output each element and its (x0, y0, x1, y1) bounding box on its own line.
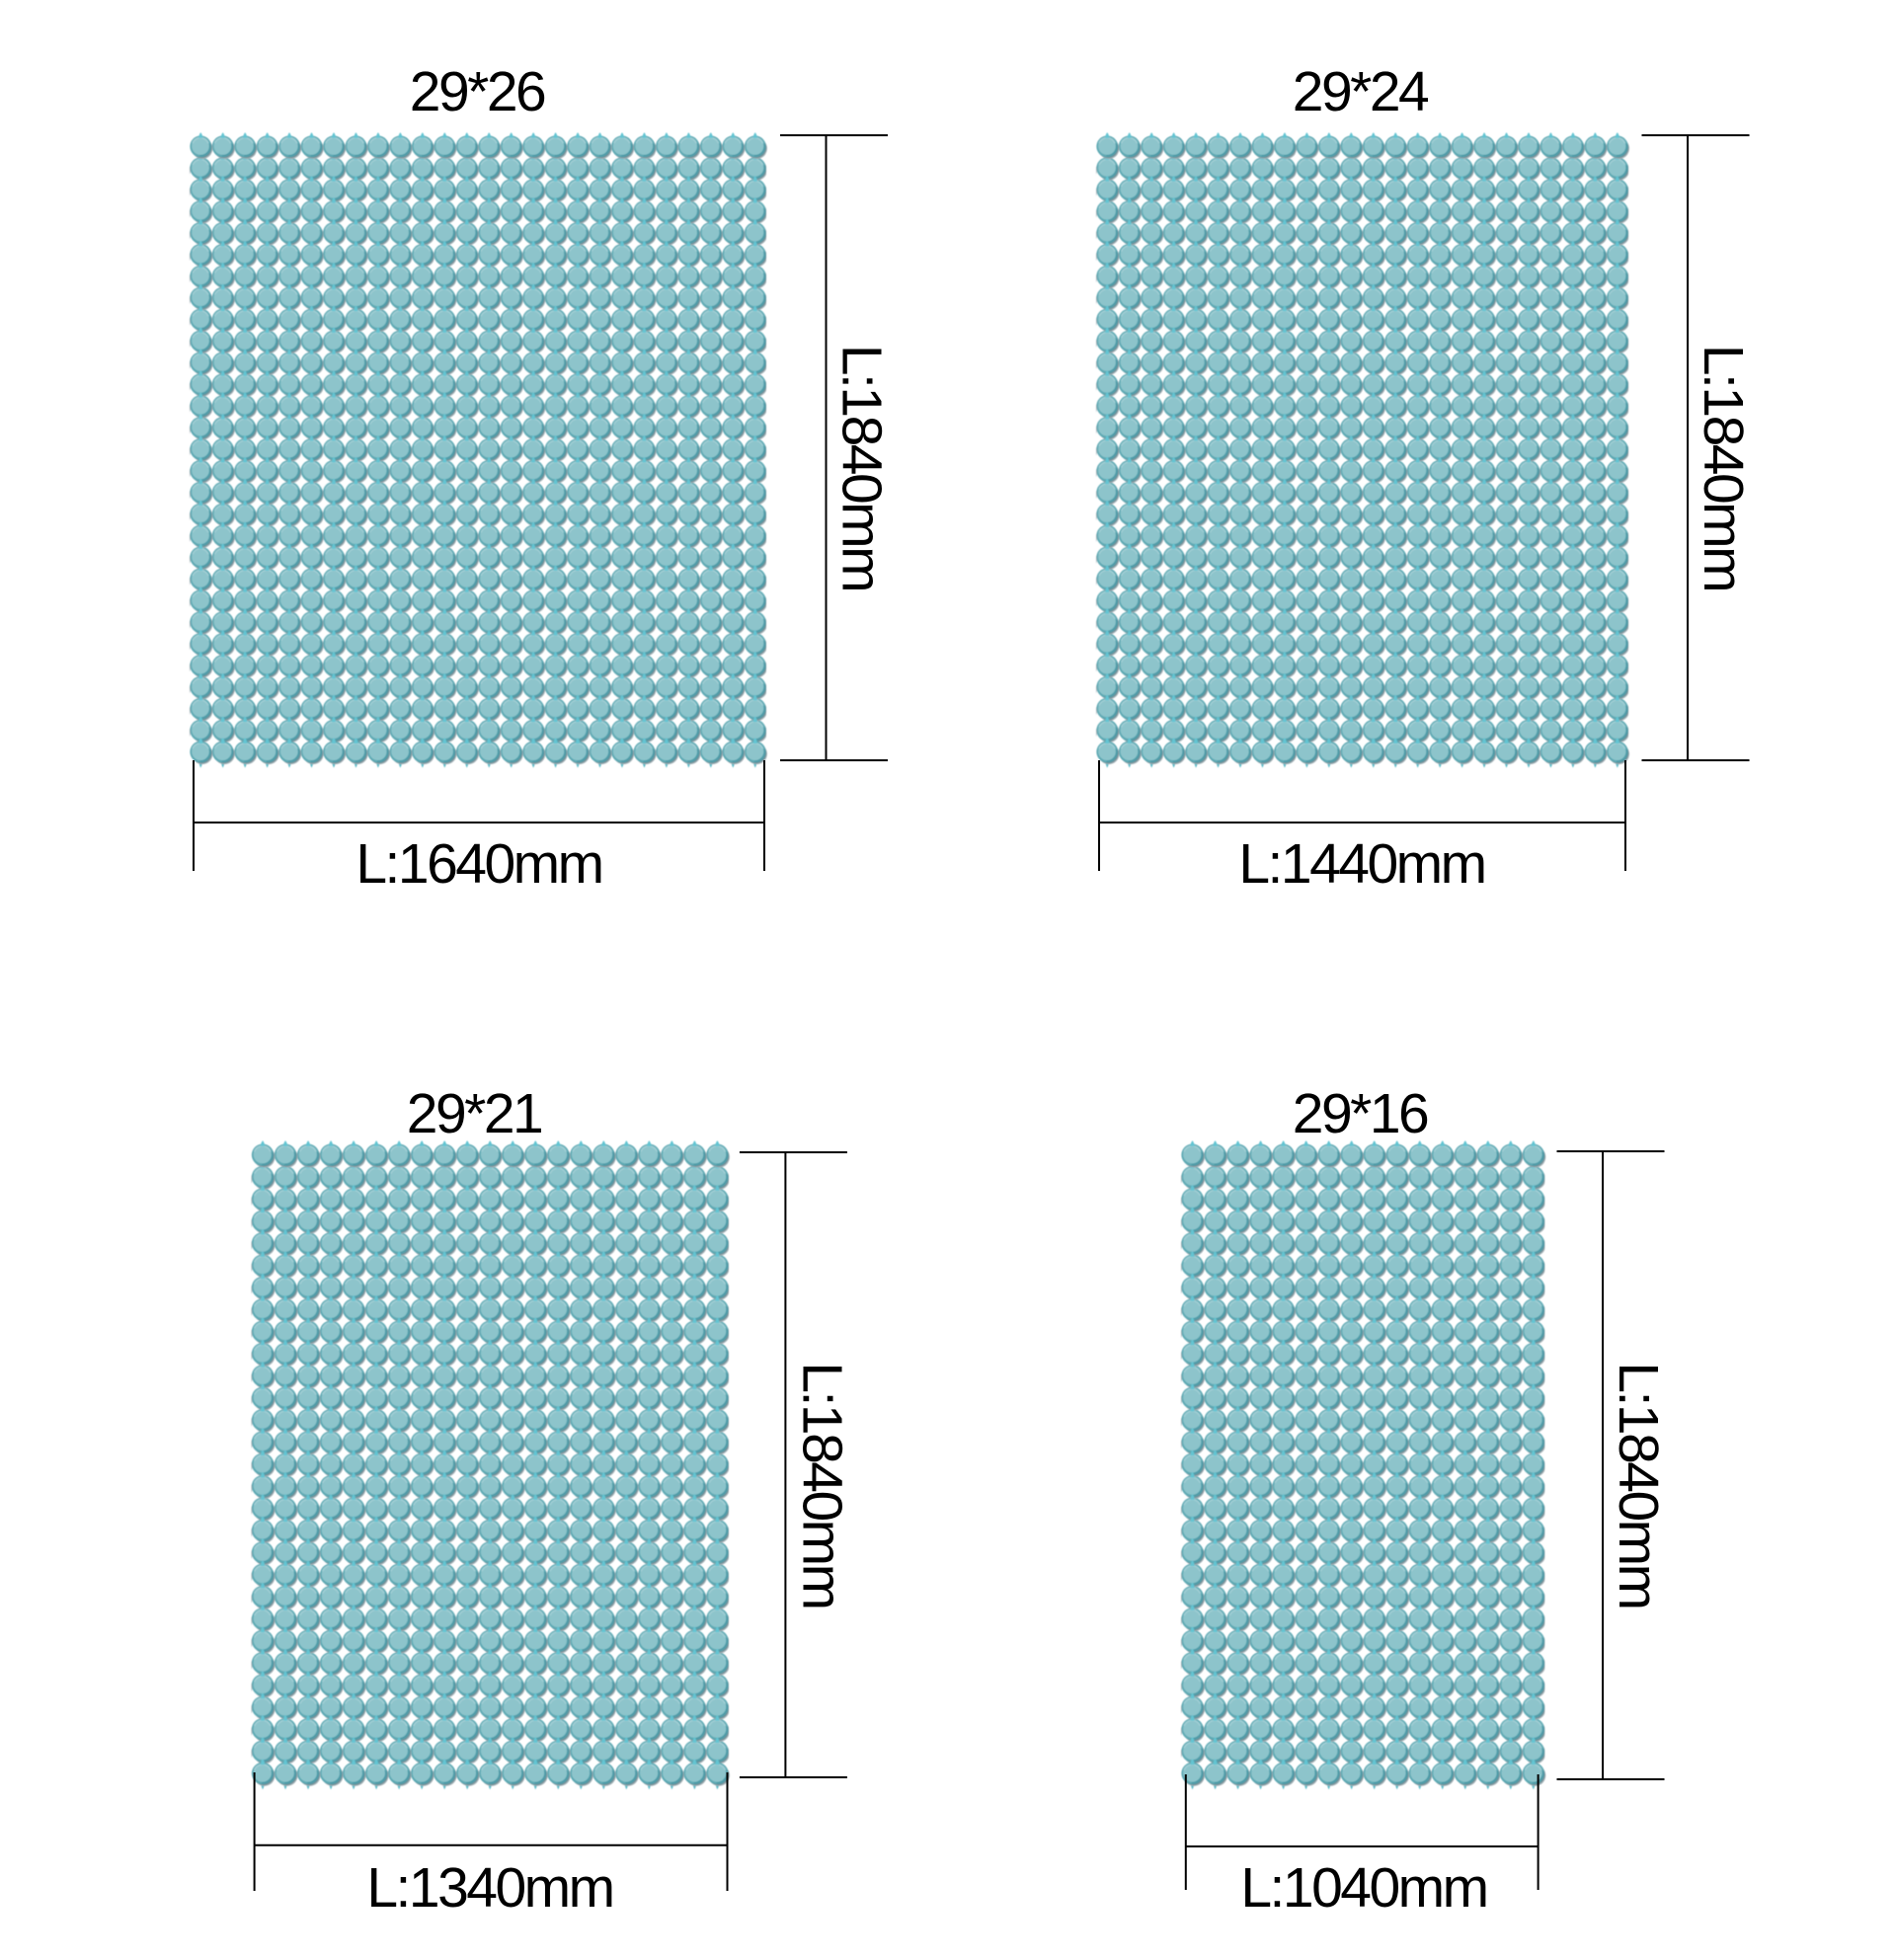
svg-text:L:1840mm: L:1840mm (830, 345, 894, 590)
svg-text:29*16: 29*16 (1293, 1082, 1428, 1145)
svg-text:L:1840mm: L:1840mm (1607, 1362, 1670, 1607)
svg-text:29*21: 29*21 (407, 1082, 542, 1145)
svg-text:L:1840mm: L:1840mm (791, 1362, 854, 1607)
svg-text:L:1840mm: L:1840mm (1692, 345, 1755, 590)
svg-text:29*24: 29*24 (1293, 60, 1429, 123)
svg-text:L:1640mm: L:1640mm (356, 832, 601, 896)
svg-text:L:1040mm: L:1040mm (1240, 1856, 1486, 1920)
svg-text:L:1440mm: L:1440mm (1238, 832, 1484, 896)
svg-text:29*26: 29*26 (410, 60, 545, 123)
svg-text:L:1340mm: L:1340mm (366, 1856, 612, 1920)
